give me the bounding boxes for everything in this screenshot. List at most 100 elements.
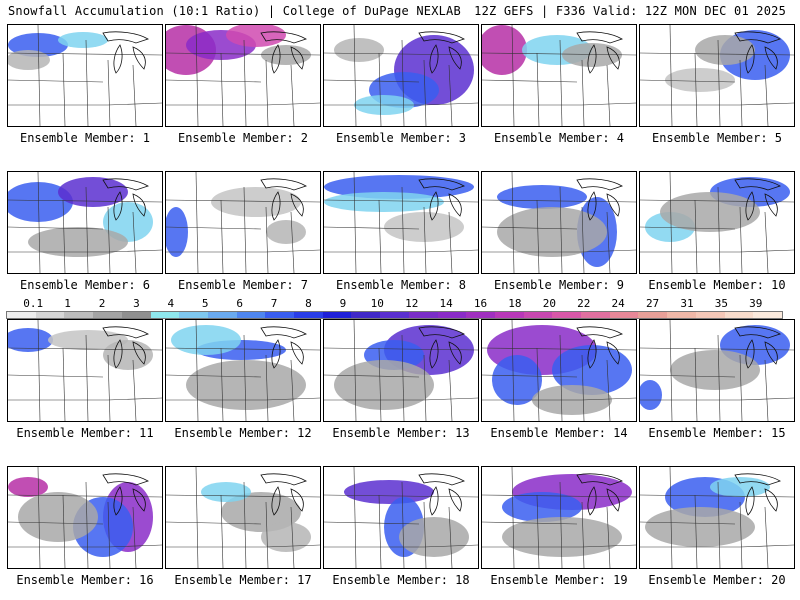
member-label: Ensemble Member: 6 (19, 278, 151, 292)
snowfall-shading (28, 227, 128, 257)
state-border (669, 467, 673, 568)
colorbar-swatch (753, 312, 782, 318)
state-border (107, 206, 111, 273)
snowfall-shading (552, 345, 632, 395)
state-border (265, 249, 320, 253)
snowfall-shading (166, 207, 188, 257)
state-border (85, 39, 89, 126)
snowfall-map (323, 24, 479, 127)
state-border (511, 467, 515, 568)
colorbar-swatch (523, 312, 553, 318)
state-border (8, 199, 162, 203)
snowfall-map (165, 466, 321, 569)
snowfall-shading (8, 477, 48, 497)
ensemble-member-8: Ensemble Member: 8 (323, 171, 479, 292)
snowfall-shading (226, 25, 286, 47)
state-border (8, 52, 162, 56)
state-border (243, 481, 247, 568)
state-border (85, 186, 89, 273)
colorbar-swatch (724, 312, 754, 318)
state-border (694, 494, 698, 568)
state-border (536, 347, 540, 421)
state-border (482, 494, 636, 498)
state-border (166, 52, 320, 56)
state-border (166, 347, 320, 351)
state-border (401, 334, 405, 421)
ensemble-member-6: Ensemble Member: 6 (7, 171, 163, 292)
state-border (166, 199, 320, 203)
snowfall-shading (58, 32, 108, 48)
state-border (739, 102, 794, 106)
colorbar-swatch (322, 312, 352, 318)
state-border (581, 249, 636, 253)
state-border (290, 211, 295, 273)
colorbar-swatch (466, 312, 495, 318)
colorbar-tick-label: 39 (749, 297, 763, 310)
ensemble-member-4: Ensemble Member: 4 (481, 24, 637, 145)
snowfall-shading (221, 492, 301, 532)
great-lakes-outline (260, 178, 307, 221)
state-border (423, 206, 427, 273)
member-label: Ensemble Member: 15 (648, 426, 786, 440)
state-border (220, 199, 224, 273)
state-border (448, 64, 453, 126)
snowfall-shading (497, 207, 607, 257)
member-label: Ensemble Member: 7 (177, 278, 309, 292)
snowfall-shading (344, 480, 434, 504)
great-lakes-outline (260, 31, 307, 74)
state-border (640, 347, 794, 351)
state-border (324, 494, 478, 498)
state-border (739, 501, 743, 568)
state-border (448, 359, 453, 421)
state-border (694, 199, 698, 273)
snowfall-shading (384, 212, 464, 242)
state-border (581, 544, 636, 548)
state-border (353, 25, 357, 126)
state-border (324, 347, 478, 351)
state-border (378, 494, 382, 568)
state-border (243, 39, 247, 126)
ensemble-member-12: Ensemble Member: 12 (165, 319, 321, 440)
state-border (401, 481, 405, 568)
snowfall-map (165, 319, 321, 422)
ensemble-member-16: Ensemble Member: 16 (7, 466, 163, 587)
snowfall-shading (492, 355, 542, 405)
state-border (107, 544, 162, 548)
state-border (353, 467, 357, 568)
snowfall-map (165, 24, 321, 127)
member-label: Ensemble Member: 8 (335, 278, 467, 292)
state-border (265, 59, 269, 126)
state-border (640, 52, 794, 56)
colorbar-labels: 0.1 1 2 3 4 5 6 7 8 9 10 12 14 16 18 20 22 24 27 31 35 39 (6, 297, 783, 310)
member-label: Ensemble Member: 14 (490, 426, 628, 440)
ensemble-member-9: Ensemble Member: 9 (481, 171, 637, 292)
great-lakes-outline (418, 473, 465, 516)
state-border (581, 354, 585, 421)
great-lakes-outline (418, 178, 465, 221)
member-label: Ensemble Member: 4 (493, 131, 625, 145)
member-label: Ensemble Member: 5 (651, 131, 783, 145)
state-border (511, 320, 515, 421)
snowfall-map (323, 319, 479, 422)
state-border (739, 59, 743, 126)
state-border (669, 25, 673, 126)
great-lakes-outline (576, 178, 623, 221)
great-lakes-outline (576, 473, 623, 516)
member-label: Ensemble Member: 3 (335, 131, 467, 145)
snowfall-shading (334, 360, 434, 410)
snowfall-shading (710, 477, 770, 497)
colorbar-tick-label: 12 (405, 297, 419, 310)
state-border (8, 347, 162, 351)
state-border (448, 211, 453, 273)
state-border (195, 172, 199, 273)
state-border (107, 397, 162, 401)
colorbar-tick-label: 5 (201, 297, 209, 310)
member-label: Ensemble Member: 2 (177, 131, 309, 145)
colorbar-swatch (236, 312, 266, 318)
state-border (107, 354, 111, 421)
member-label: Ensemble Member: 17 (174, 573, 312, 587)
snowfall-map (481, 24, 637, 127)
colorbar-tick-label: 2 (98, 297, 106, 310)
great-lakes-outline (102, 473, 149, 516)
snowfall-shading (334, 38, 384, 62)
